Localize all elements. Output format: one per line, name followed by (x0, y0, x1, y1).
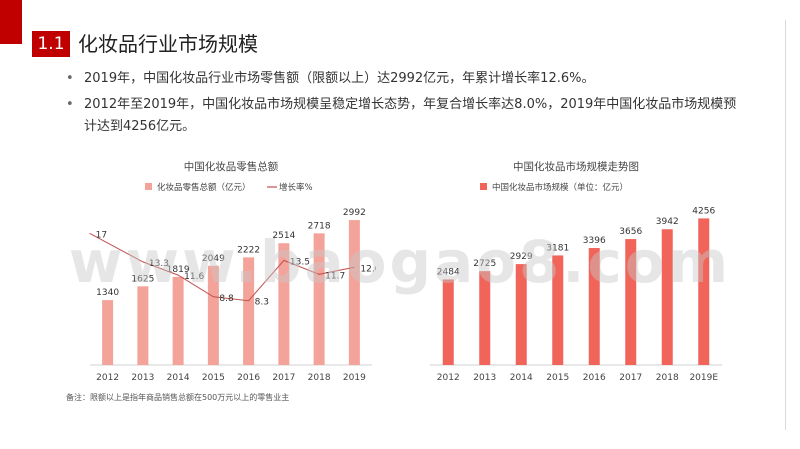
series-line (89, 232, 355, 302)
bar (172, 276, 184, 365)
line-data-label: 12.6 (360, 264, 376, 274)
x-tick-label: 2014 (167, 373, 190, 383)
data-label: 2725 (473, 259, 496, 269)
x-tick-label: 2018 (656, 373, 679, 383)
legend-label: 化妆品零售总额（亿元） (157, 182, 251, 193)
x-tick-label: 2016 (237, 373, 260, 383)
bullet-item: 2012年至2019年，中国化妆品市场规模呈稳定增长态势，年复合增长率达8.0%… (66, 94, 746, 138)
bullet-item: 2019年，中国化妆品行业市场零售额（限额以上）达2992亿元，年累计增长率12… (66, 68, 746, 90)
data-label: 2992 (343, 208, 366, 218)
x-tick-label: 2014 (510, 373, 533, 383)
x-tick-label: 2015 (546, 373, 569, 383)
data-label: 1819 (167, 265, 190, 275)
legend-swatch (480, 183, 487, 190)
bar (102, 300, 114, 365)
x-tick-label: 2012 (96, 373, 119, 383)
line-data-label: 8.8 (219, 294, 234, 304)
bar (588, 248, 600, 365)
bar (552, 255, 564, 365)
bar (661, 229, 673, 365)
x-tick-label: 2018 (308, 373, 331, 383)
bar (313, 233, 325, 365)
x-tick-label: 2016 (583, 373, 606, 383)
x-tick-label: 2017 (272, 373, 295, 383)
chart-title: 中国化妆品零售总额 (184, 160, 279, 173)
footnote: 备注：限额以上是指年商品销售总额在500万元以上的零售业主 (66, 393, 290, 402)
x-tick-label: 2012 (437, 373, 460, 383)
bar (442, 279, 454, 365)
data-label: 2514 (272, 231, 295, 241)
data-label: 3942 (656, 217, 679, 227)
chart-title: 中国化妆品市场规模走势图 (513, 160, 639, 173)
divider (785, 20, 786, 430)
bar (515, 264, 527, 365)
x-tick-label: 2019 (343, 373, 366, 383)
section-number: 1.1 (32, 31, 70, 57)
bar (625, 239, 637, 365)
data-label: 1340 (96, 288, 119, 298)
data-label: 1625 (131, 274, 154, 284)
corner-accent (0, 0, 22, 44)
bar (207, 265, 219, 365)
line-data-label: 13.3 (149, 259, 169, 269)
data-label: 3396 (583, 236, 606, 246)
data-label: 2049 (202, 254, 225, 264)
line-data-label: 17 (96, 230, 107, 240)
legend-label: 增长率% (279, 182, 313, 193)
data-label: 2929 (510, 252, 533, 262)
bar (348, 220, 360, 365)
page-title: 化妆品行业市场规模 (78, 32, 258, 56)
data-label: 4256 (692, 206, 715, 216)
bullet-list: 2019年，中国化妆品行业市场零售额（限额以上）达2992亿元，年累计增长率12… (66, 68, 746, 142)
legend-label: 中国化妆品市场规模（单位：亿元） (492, 182, 628, 193)
bar (137, 286, 149, 365)
line-data-label: 11.7 (325, 271, 345, 281)
line-data-label: 11.6 (184, 272, 204, 282)
x-tick-label: 2013 (131, 373, 154, 383)
data-label: 2222 (237, 245, 260, 255)
legend-swatch (145, 183, 152, 190)
bar (243, 257, 255, 365)
data-label: 3656 (619, 227, 642, 237)
bar (479, 271, 491, 365)
data-label: 2484 (437, 267, 460, 277)
line-data-label: 13.5 (290, 257, 310, 267)
x-tick-label: 2013 (473, 373, 496, 383)
bar (278, 243, 290, 365)
x-tick-label: 2015 (202, 373, 225, 383)
data-label: 3181 (546, 243, 569, 253)
line-data-label: 8.3 (255, 298, 269, 308)
bar (698, 218, 710, 365)
data-label: 2718 (308, 221, 331, 231)
x-tick-label: 2017 (619, 373, 642, 383)
x-tick-label: 2019E (689, 373, 718, 383)
